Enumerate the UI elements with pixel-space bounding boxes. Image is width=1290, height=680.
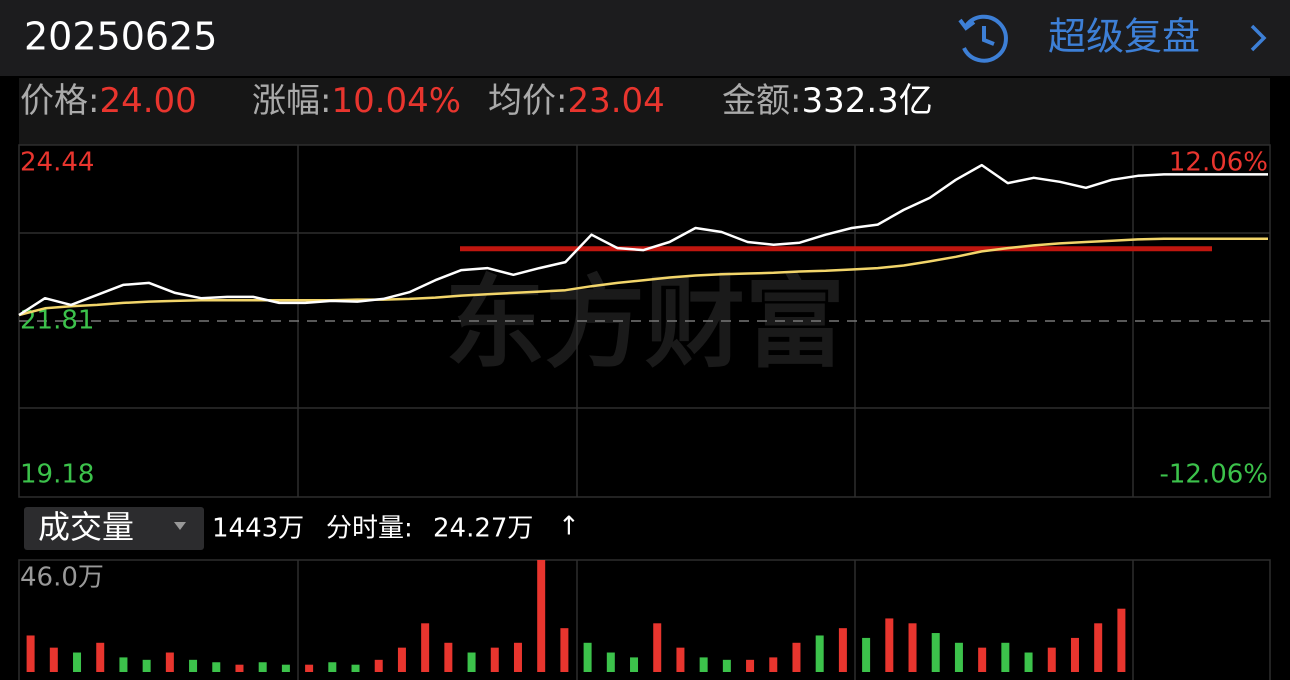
volume-bar bbox=[746, 659, 755, 672]
volume-bar bbox=[73, 652, 82, 672]
volume-bar bbox=[305, 664, 314, 672]
top-bar bbox=[0, 0, 1290, 76]
volume-bar bbox=[142, 659, 151, 672]
volume-bar bbox=[212, 662, 221, 672]
volume-bar bbox=[931, 633, 940, 672]
volume-bar bbox=[258, 662, 267, 672]
volume-bar bbox=[885, 618, 894, 672]
volume-bar bbox=[1001, 642, 1010, 672]
y-tick-label: 46.0万 bbox=[20, 563, 104, 593]
volume-bar bbox=[908, 623, 917, 672]
selector[interactable] bbox=[24, 507, 204, 550]
volume-bar bbox=[862, 637, 871, 672]
volume-bar bbox=[189, 659, 198, 672]
volume-bar bbox=[328, 662, 337, 672]
volume-total: 1443万 bbox=[212, 514, 304, 544]
quote-value: 10.04% bbox=[331, 81, 461, 121]
plot-frame bbox=[18, 559, 1271, 680]
quote-bar bbox=[19, 78, 1270, 145]
icon-arrow bbox=[958, 18, 976, 31]
icon-hands bbox=[982, 26, 995, 46]
quote-label: 价格: bbox=[20, 81, 99, 121]
volume-bar bbox=[235, 664, 244, 672]
quote-field: 价格:24.00 bbox=[20, 81, 197, 121]
volume-bar bbox=[792, 642, 801, 672]
volume-bar bbox=[606, 652, 615, 672]
quote-value: 24.00 bbox=[99, 81, 196, 121]
volume-bar bbox=[1024, 652, 1033, 672]
chevron bbox=[1250, 24, 1267, 52]
price-line bbox=[18, 163, 1268, 317]
volume-bar bbox=[1094, 623, 1103, 672]
volume-bar bbox=[630, 657, 639, 672]
quote-field: 金额:332.3亿 bbox=[722, 81, 933, 121]
volume-bar bbox=[676, 647, 685, 672]
selector-label: 成交量 bbox=[38, 508, 134, 546]
volume-arrow: ↑ bbox=[558, 512, 580, 542]
volume-chart: 46.0万 bbox=[18, 559, 1271, 680]
watermark: 东方财富 bbox=[445, 264, 845, 381]
volume-bar bbox=[560, 628, 569, 672]
quote-label: 均价: bbox=[488, 81, 567, 121]
volume-bar bbox=[838, 628, 847, 672]
volume-bar bbox=[281, 664, 290, 672]
minute-volume-label: 分时量: bbox=[326, 514, 413, 544]
volume-bar bbox=[978, 647, 987, 672]
y-tick-label: 21.81 bbox=[20, 306, 94, 336]
volume-bar bbox=[374, 659, 383, 672]
minute-volume: 24.27万 bbox=[433, 514, 533, 544]
quote-row: 价格:24.00 涨幅:10.04% 均价:23.04 金额:332.3亿 bbox=[20, 81, 933, 121]
volume-bar bbox=[722, 659, 731, 672]
icon-arc bbox=[962, 14, 1008, 63]
y2-tick-label: -12.06% bbox=[1159, 460, 1268, 490]
volume-bar bbox=[815, 635, 824, 672]
volume-bar bbox=[653, 623, 662, 672]
volume-bar bbox=[165, 652, 174, 672]
quote-label: 金额: bbox=[722, 81, 801, 121]
volume-bar bbox=[954, 642, 963, 672]
volume-bar bbox=[1117, 608, 1126, 672]
volume-bar bbox=[397, 647, 406, 672]
volume-bar bbox=[1047, 647, 1056, 672]
y-tick-label: 24.44 bbox=[20, 148, 94, 178]
volume-bar bbox=[26, 635, 35, 672]
review-button[interactable]: 超级复盘 bbox=[1048, 15, 1200, 59]
volume-bar bbox=[513, 642, 522, 672]
volume-bar bbox=[119, 657, 128, 672]
y2-tick-label: 12.06% bbox=[1169, 148, 1268, 178]
quote-value: 23.04 bbox=[567, 81, 664, 121]
volume-bar bbox=[96, 642, 105, 672]
volume-bar bbox=[467, 652, 476, 672]
average-line bbox=[18, 237, 1268, 317]
volume-bar bbox=[351, 664, 360, 672]
dropdown-arrow bbox=[174, 522, 186, 530]
volume-bar bbox=[769, 657, 778, 672]
date: 20250625 bbox=[24, 15, 217, 59]
volume-bar bbox=[537, 560, 546, 672]
price-chart: 24.44 21.81 19.18 12.06% -12.06% bbox=[18, 144, 1271, 498]
volume-bar bbox=[490, 647, 499, 672]
y-tick-label: 19.18 bbox=[20, 460, 94, 490]
volume-bar bbox=[444, 642, 453, 672]
volume-bar bbox=[421, 623, 430, 672]
quote-field: 涨幅:10.04% bbox=[252, 81, 461, 121]
volume-bar bbox=[583, 642, 592, 672]
history-icon[interactable] bbox=[958, 14, 1008, 63]
quote-label: 涨幅: bbox=[252, 81, 331, 121]
volume-bar bbox=[699, 657, 708, 672]
volume-bar bbox=[1070, 637, 1079, 672]
quote-value: 332.3亿 bbox=[801, 81, 932, 121]
volume-bar bbox=[49, 647, 58, 672]
quote-field: 均价:23.04 bbox=[488, 81, 665, 121]
